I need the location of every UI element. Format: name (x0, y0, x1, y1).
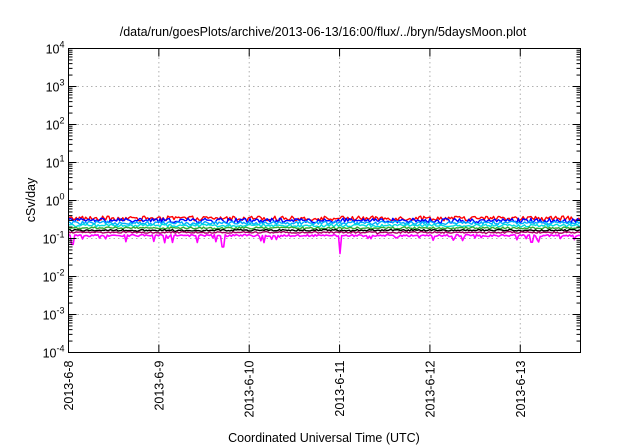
y-tick-label: 10-1 (43, 230, 65, 247)
x-axis-ticks: 2013-6-8 2013-6-9 2013-6-10 2013-6-11 2013-6… (62, 48, 528, 418)
series-layer (68, 215, 582, 255)
y-tick-exponent: -4 (56, 344, 64, 354)
series-line (68, 233, 581, 255)
y-tick-label: 101 (46, 154, 65, 171)
y-tick-label: 102 (46, 116, 65, 133)
y-tick-label: 104 (46, 40, 65, 57)
y-axis-label: cSv/day (24, 177, 38, 222)
y-tick-label: 100 (46, 192, 65, 209)
y-tick-exponent: -3 (56, 306, 64, 316)
y-tick-base: 10 (46, 81, 60, 95)
y-tick-base: 10 (46, 157, 60, 171)
y-tick-exponent: -2 (56, 268, 64, 278)
series-line (68, 217, 581, 225)
x-tick-label: 2013-6-13 (514, 360, 528, 417)
series-line (68, 226, 581, 231)
y-tick-label: 10-2 (43, 268, 65, 285)
x-tick-label: 2013-6-8 (62, 360, 76, 410)
chart-title: /data/run/goesPlots/archive/2013-06-13/1… (120, 25, 527, 39)
y-tick-base: 10 (43, 309, 57, 323)
x-tick-label: 2013-6-10 (243, 360, 257, 417)
y-tick-label: 103 (46, 78, 65, 95)
x-tick-label: 2013-6-9 (152, 360, 166, 410)
y-tick-label: 10-3 (43, 306, 65, 323)
grid (68, 48, 581, 353)
x-tick-label: 2013-6-12 (423, 360, 437, 417)
y-tick-exponent: 4 (59, 40, 64, 50)
x-tick-label: 2013-6-11 (333, 360, 347, 416)
y-tick-base: 10 (46, 119, 60, 133)
y-tick-exponent: 1 (59, 154, 64, 164)
x-axis-label: Coordinated Universal Time (UTC) (228, 431, 420, 445)
y-tick-exponent: 3 (59, 78, 64, 88)
y-tick-base: 10 (43, 271, 57, 285)
y-tick-exponent: 2 (59, 116, 64, 126)
y-tick-base: 10 (43, 347, 57, 361)
y-tick-base: 10 (46, 195, 60, 209)
series-line (68, 228, 581, 233)
y-tick-base: 10 (46, 43, 60, 57)
series-line (68, 230, 581, 235)
series-line (68, 223, 581, 229)
y-tick-label: 10-4 (43, 344, 65, 361)
y-tick-exponent: 0 (59, 192, 64, 202)
y-tick-base: 10 (43, 233, 57, 247)
y-tick-exponent: -1 (56, 230, 64, 240)
